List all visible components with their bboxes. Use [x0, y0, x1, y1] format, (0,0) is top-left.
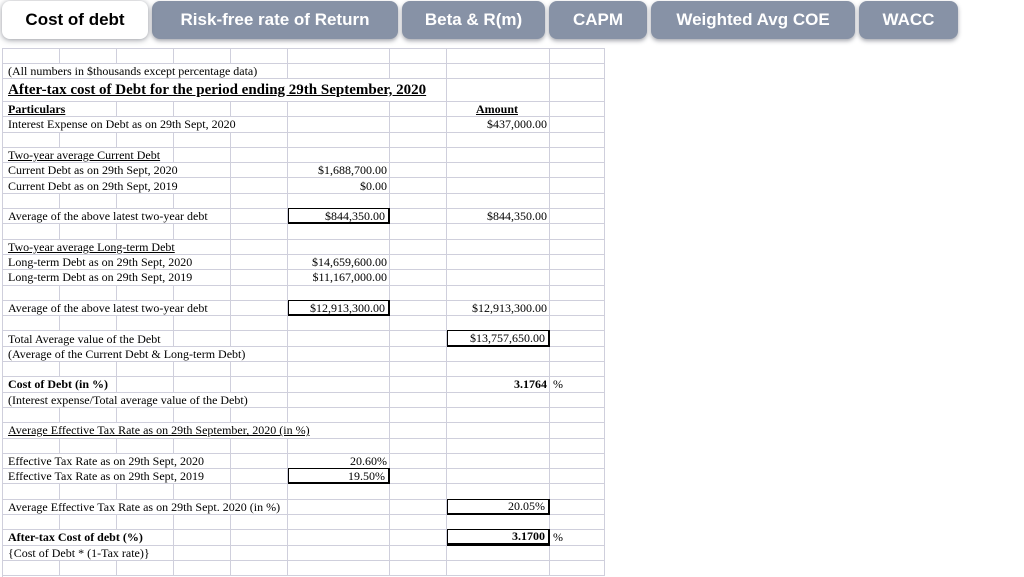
tab-label: CAPM [572, 10, 624, 29]
tax-rate-2019-row: Effective Tax Rate as on 29th Sept, 2019… [3, 468, 605, 485]
cost-of-debt-value-cell[interactable]: 3.1764 [514, 377, 547, 392]
percent-sign-cell[interactable]: % [553, 530, 563, 545]
tab-label: Risk-free rate of Return [180, 10, 370, 29]
sheet-tab-bar: Cost of debt Risk-free rate of Return Be… [2, 1, 958, 39]
cost-of-debt-formula-row: (Interest expense/Total average value of… [3, 392, 605, 408]
tax-rate-2020-row: Effective Tax Rate as on 29th Sept, 2020… [3, 453, 605, 470]
tab-label: Weighted Avg COE [676, 10, 830, 29]
cell-label[interactable]: Average of the above latest two-year deb… [3, 209, 214, 224]
current-debt-2020-row: Current Debt as on 29th Sept, 2020 $1,68… [3, 163, 605, 179]
current-debt-section-row: Two-year average Current Debt [3, 147, 605, 164]
longterm-debt-2019-row: Long-term Debt as on 29th Sept, 2019 $11… [3, 270, 605, 286]
cell-label[interactable]: (Average of the Current Debt & Long-term… [3, 346, 252, 362]
sheet-row [3, 285, 605, 301]
cell-label[interactable]: Interest Expense on Debt as on 29th Sept… [3, 117, 242, 132]
cell-label[interactable]: Average Effective Tax Rate as on 29th Se… [3, 499, 287, 515]
cell-value[interactable]: 20.60% [350, 453, 387, 468]
cell-value[interactable]: $12,913,300.00 [472, 301, 547, 315]
spreadsheet: (All numbers in $thousands except percen… [2, 48, 605, 577]
cell-value[interactable]: $437,000.00 [487, 117, 547, 132]
boxed-total-cell[interactable]: $12,913,300.00 [288, 299, 390, 317]
cell-label[interactable]: Current Debt as on 29th Sept, 2019 [3, 178, 184, 193]
sheet-title-cell[interactable]: After-tax cost of Debt for the period en… [3, 79, 433, 101]
tab-label: WACC [882, 10, 935, 29]
cell-label[interactable]: After-tax Cost of debt (%) [3, 530, 149, 545]
cell-label[interactable]: {Cost of Debt * (1-Tax rate)} [3, 545, 156, 560]
after-tax-cost-value-cell[interactable]: 3.1700 [447, 529, 550, 546]
sheet-row [3, 193, 605, 210]
sheet-row [3, 438, 605, 454]
sheet-row [3, 132, 605, 148]
boxed-total-cell[interactable]: 19.50% [288, 468, 390, 485]
cell-label[interactable]: Long-term Debt as on 29th Sept, 2020 [3, 254, 199, 270]
cell-value[interactable]: $0.00 [360, 178, 387, 193]
cell-label[interactable]: Total Average value of the Debt [3, 331, 167, 346]
cell-label[interactable]: Effective Tax Rate as on 29th Sept, 2019 [3, 469, 211, 484]
note-row: (All numbers in $thousands except percen… [3, 64, 605, 79]
percent-sign-cell[interactable]: % [553, 377, 563, 392]
sheet-row [3, 316, 605, 332]
total-avg-debt-note-row: (Average of the Current Debt & Long-term… [3, 346, 605, 363]
tab-capm[interactable]: CAPM [549, 1, 647, 39]
sheet-row [3, 515, 605, 531]
avg-current-debt-row: Average of the above latest two-year deb… [3, 208, 605, 225]
cost-of-debt-row: Cost of Debt (in %) 3.1764 % [3, 377, 605, 393]
sheet-row [3, 49, 605, 64]
sheet-row [3, 484, 605, 500]
sheet-row [3, 560, 605, 577]
tab-cost-of-debt[interactable]: Cost of debt [2, 1, 148, 39]
cell-value[interactable]: $844,350.00 [487, 209, 547, 224]
amount-header-cell[interactable]: Amount [475, 102, 518, 117]
cell-label[interactable]: Effective Tax Rate as on 29th Sept, 2020 [3, 453, 211, 469]
cell-value[interactable]: $14,659,600.00 [312, 255, 387, 270]
cell-value[interactable]: $11,167,000.00 [312, 270, 387, 285]
cell-label[interactable]: Average of the above latest two-year deb… [3, 300, 214, 316]
total-avg-debt-row: Total Average value of the Debt $13,757,… [3, 330, 605, 347]
tab-label: Cost of debt [25, 10, 125, 29]
sheet-row [3, 407, 605, 424]
cell-label[interactable]: (Interest expense/Total average value of… [3, 392, 254, 407]
sheet-row [3, 362, 605, 378]
sheet-row [3, 224, 605, 240]
cell-label[interactable]: Current Debt as on 29th Sept, 2020 [3, 163, 184, 178]
after-tax-formula-row: {Cost of Debt * (1-Tax rate)} [3, 545, 605, 561]
cell-value[interactable]: $1,688,700.00 [318, 163, 387, 178]
boxed-total-cell[interactable]: $13,757,650.00 [447, 330, 550, 347]
title-row: After-tax cost of Debt for the period en… [3, 79, 605, 102]
cell-label[interactable]: Cost of Debt (in %) [3, 377, 114, 392]
section-heading-cell[interactable]: Two-year average Current Debt [3, 147, 167, 163]
tab-label: Beta & R(m) [424, 10, 523, 29]
boxed-total-cell[interactable]: $844,350.00 [288, 208, 390, 225]
interest-expense-row: Interest Expense on Debt as on 29th Sept… [3, 117, 605, 133]
after-tax-cost-row: After-tax Cost of debt (%) 3.1700 % [3, 529, 605, 546]
avg-tax-rate-row: Average Effective Tax Rate as on 29th Se… [3, 498, 605, 516]
cell-label[interactable]: Long-term Debt as on 29th Sept, 2019 [3, 270, 199, 285]
current-debt-2019-row: Current Debt as on 29th Sept, 2019 $0.00 [3, 178, 605, 194]
longterm-debt-section-row: Two-year average Long-term Debt [3, 239, 605, 255]
tab-wacc[interactable]: WACC [859, 1, 958, 39]
section-heading-cell[interactable]: Average Effective Tax Rate as on 29th Se… [3, 423, 316, 438]
boxed-total-cell[interactable]: 20.05% [447, 498, 550, 516]
units-note-cell[interactable]: (All numbers in $thousands except percen… [3, 64, 264, 78]
tax-rate-section-row: Average Effective Tax Rate as on 29th Se… [3, 423, 605, 439]
tab-weighted-avg-coe[interactable]: Weighted Avg COE [651, 1, 855, 39]
particulars-header-cell[interactable]: Particulars [3, 102, 72, 117]
section-heading-cell[interactable]: Two-year average Long-term Debt [3, 239, 181, 254]
avg-longterm-debt-row: Average of the above latest two-year deb… [3, 299, 605, 317]
tab-beta-rm[interactable]: Beta & R(m) [402, 1, 545, 39]
header-row: Particulars Amount [3, 102, 605, 118]
longterm-debt-2020-row: Long-term Debt as on 29th Sept, 2020 $14… [3, 254, 605, 271]
tab-risk-free-rate[interactable]: Risk-free rate of Return [152, 1, 398, 39]
